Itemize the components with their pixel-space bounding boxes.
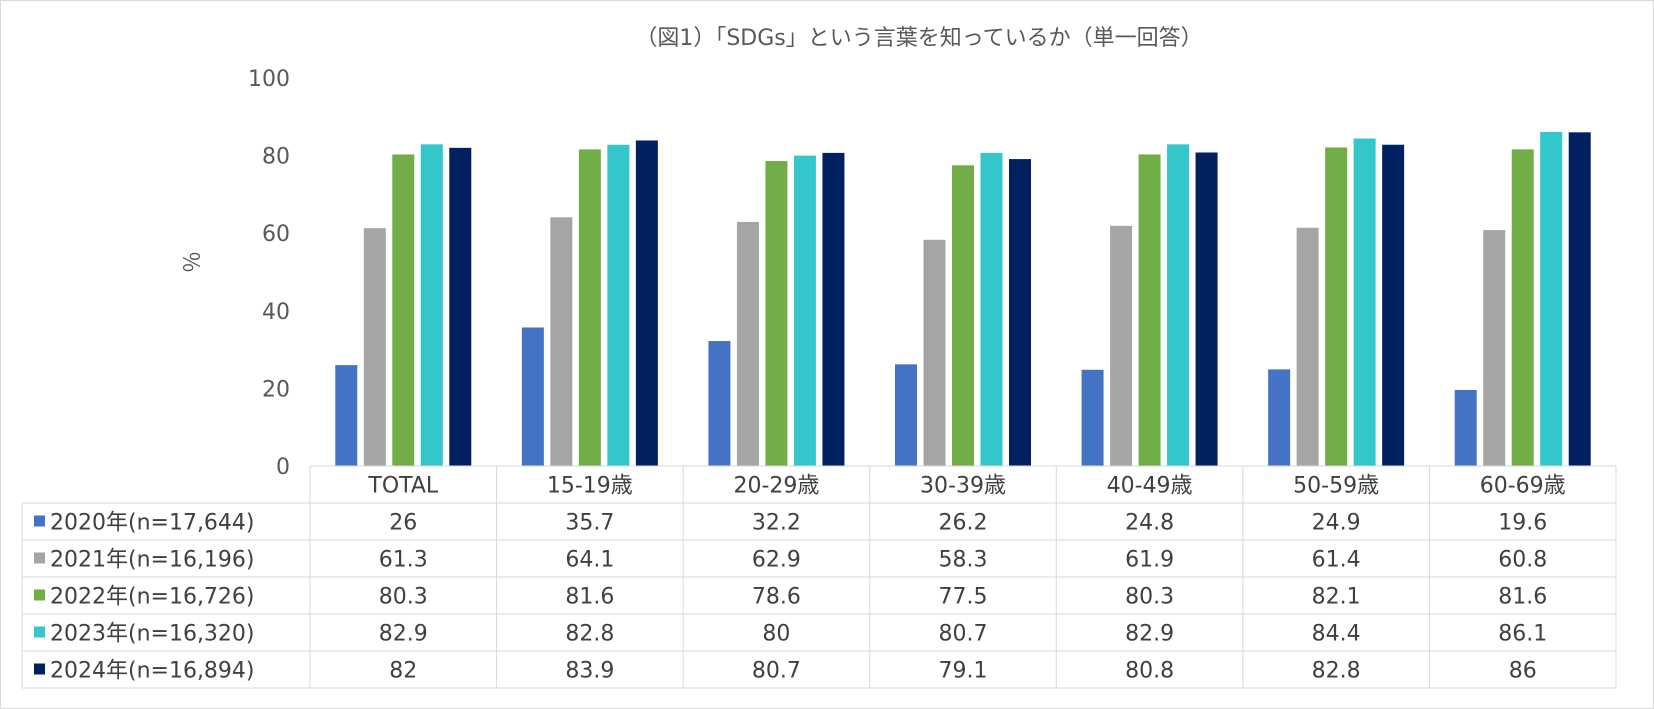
x-tick-label: 60-69歳 (1480, 474, 1566, 499)
data-label: 82.8 (1312, 659, 1361, 684)
data-label: 35.7 (565, 511, 614, 536)
y-tick-labels: 0 20 40 60 80 100 (248, 67, 290, 480)
y-tick-label: 60 (262, 222, 290, 247)
legend-label: 2023年(n=16,320) (50, 622, 255, 647)
bar (822, 152, 845, 466)
data-label: 82.8 (565, 622, 614, 647)
data-label: 80.8 (1125, 659, 1174, 684)
data-label: 26 (389, 511, 417, 536)
data-label: 80.7 (752, 659, 801, 684)
bar (392, 154, 415, 466)
data-label: 86.1 (1498, 622, 1547, 647)
bar (793, 155, 816, 466)
data-label: 77.5 (939, 585, 988, 610)
bar (952, 165, 974, 467)
data-label: 24.8 (1125, 511, 1174, 536)
bar (335, 365, 358, 466)
bar (980, 152, 1003, 466)
legend-swatch (34, 515, 45, 527)
bar (1511, 149, 1534, 466)
data-label: 19.6 (1498, 511, 1547, 536)
bar (736, 221, 759, 466)
data-label: 80 (762, 622, 790, 647)
bar (1009, 159, 1031, 467)
y-tick-label: 80 (262, 145, 290, 170)
data-label: 86 (1509, 659, 1537, 684)
data-label: 26.2 (939, 511, 988, 536)
bar (1268, 369, 1291, 466)
legend-label: 2024年(n=16,894) (50, 659, 255, 684)
bar (1382, 144, 1405, 466)
data-label: 61.9 (1125, 548, 1174, 573)
x-tick-label: 20-29歳 (733, 474, 819, 499)
bar (1353, 138, 1376, 466)
bar (1454, 389, 1477, 466)
data-label: 80.7 (939, 622, 988, 647)
x-tick-label: 40-49歳 (1107, 474, 1193, 499)
data-label: 80.3 (379, 585, 428, 610)
bar (1483, 230, 1506, 466)
x-tick-label: 15-19歳 (547, 474, 633, 499)
legend-label: 2020年(n=17,644) (50, 511, 255, 536)
bar (1296, 227, 1319, 466)
data-label: 64.1 (565, 548, 614, 573)
data-label: 82.9 (1125, 622, 1174, 647)
data-label: 32.2 (752, 511, 801, 536)
data-label: 61.3 (379, 548, 428, 573)
chart-title: （図1）「SDGs」という言葉を知っているか（単一回答） (635, 26, 1202, 51)
data-label: 83.9 (565, 659, 614, 684)
data-label: 24.9 (1312, 511, 1361, 536)
bar (635, 140, 658, 466)
bar (1167, 144, 1190, 466)
bar (607, 144, 630, 466)
bar (420, 144, 443, 466)
data-label: 81.6 (565, 585, 614, 610)
bar (1138, 154, 1161, 466)
legend-swatch (34, 589, 45, 601)
data-label: 58.3 (939, 548, 988, 573)
bar (708, 341, 731, 466)
data-label: 81.6 (1498, 585, 1547, 610)
legend-swatch (34, 626, 45, 638)
bar (1568, 132, 1591, 466)
data-label: 82.1 (1312, 585, 1361, 610)
data-table: TOTAL 15-19歳 20-29歳 30-39歳 40-49歳 50-59歳 60-69… (21, 465, 1617, 689)
bar (1325, 147, 1348, 466)
y-tick-label: 20 (262, 377, 290, 402)
bar (1195, 152, 1218, 466)
x-tick-label: 30-39歳 (920, 474, 1006, 499)
y-tick-label: 100 (248, 67, 290, 92)
data-label: 82.9 (379, 622, 428, 647)
data-label: 82 (389, 659, 417, 684)
y-tick-label: 0 (276, 455, 290, 480)
legend-swatch (34, 552, 45, 564)
y-axis-label: ％ (177, 251, 202, 273)
data-label: 78.6 (752, 585, 801, 610)
data-label: 61.4 (1312, 548, 1361, 573)
bar (578, 149, 601, 466)
data-label: 79.1 (939, 659, 988, 684)
x-tick-label: TOTAL (367, 474, 439, 499)
bars (310, 131, 1616, 467)
y-tick-label: 40 (262, 300, 290, 325)
bar (1081, 369, 1104, 466)
bar (1540, 131, 1563, 466)
legend-swatch (34, 663, 45, 675)
bar (550, 217, 573, 466)
bar (923, 239, 946, 466)
bar (765, 161, 788, 467)
bar (521, 327, 544, 466)
legend-label: 2021年(n=16,196) (50, 548, 255, 573)
data-label: 84.4 (1312, 622, 1361, 647)
data-label: 62.9 (752, 548, 801, 573)
bar (449, 147, 472, 466)
bar (895, 364, 917, 466)
legend-label: 2022年(n=16,726) (50, 585, 255, 610)
bar (1110, 225, 1133, 466)
x-tick-label: 50-59歳 (1293, 474, 1379, 499)
data-label: 60.8 (1498, 548, 1547, 573)
bar (363, 228, 386, 466)
data-label: 80.3 (1125, 585, 1174, 610)
